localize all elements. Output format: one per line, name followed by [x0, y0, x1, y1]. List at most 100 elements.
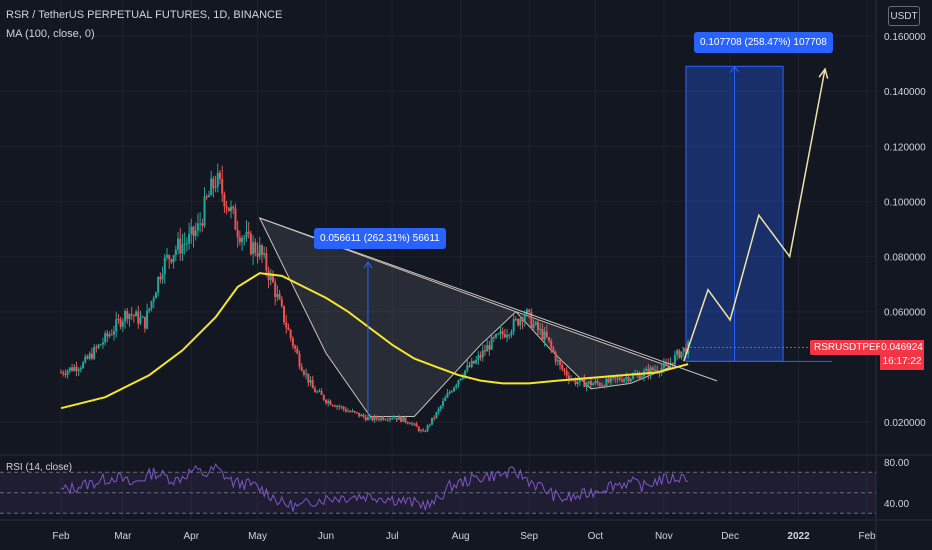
candle-body — [88, 353, 91, 359]
candle-body — [638, 374, 641, 380]
candle-body — [415, 423, 418, 427]
candle-body — [389, 418, 392, 420]
candle-body — [190, 226, 193, 234]
candle-body — [212, 178, 215, 188]
candle-body — [589, 381, 592, 386]
candle-body — [419, 430, 422, 432]
candle-body — [327, 400, 330, 404]
candle-body — [501, 331, 504, 335]
candle-body — [607, 378, 610, 383]
time-tick-label: Feb — [858, 531, 876, 542]
candle-body — [108, 334, 111, 337]
candle-body — [625, 377, 628, 379]
ma-indicator-label[interactable]: MA (100, close, 0) — [6, 28, 95, 40]
candle-body — [243, 237, 246, 239]
candle-body — [126, 310, 129, 320]
candle-body — [402, 417, 405, 422]
candle-body — [165, 255, 168, 258]
candle-body — [210, 178, 213, 196]
candle-body — [651, 367, 654, 371]
candle-body — [585, 383, 588, 388]
candle-body — [525, 309, 528, 314]
candle-body — [614, 377, 617, 379]
candle-body — [437, 408, 440, 413]
candle-body — [627, 377, 630, 382]
time-tick-label: Aug — [452, 531, 470, 542]
candle-body — [472, 360, 475, 364]
price-tick-label: 0.120000 — [884, 142, 926, 153]
candle-body — [320, 391, 323, 395]
candle-body — [574, 379, 577, 384]
candle-body — [492, 337, 495, 339]
candle-body — [358, 412, 361, 417]
candle-body — [252, 242, 255, 255]
candle-body — [605, 378, 608, 388]
candle-body — [263, 253, 266, 255]
candle-body — [382, 417, 385, 420]
candle-body — [539, 328, 542, 330]
candle-body — [461, 376, 464, 379]
candle-body — [130, 313, 133, 316]
time-tick-label: Jul — [386, 531, 399, 542]
candle-body — [594, 381, 597, 384]
candle-body — [300, 366, 303, 371]
candle-body — [565, 370, 568, 376]
candle-body — [64, 373, 67, 375]
candle-body — [355, 412, 358, 414]
candle-body — [426, 425, 429, 432]
candle-body — [93, 347, 96, 359]
candle-body — [649, 367, 652, 376]
time-tick-label: May — [248, 531, 267, 542]
candle-body — [159, 277, 162, 280]
candle-body — [576, 381, 579, 384]
candle-body — [417, 426, 420, 431]
candle-body — [678, 350, 681, 358]
candle-body — [684, 348, 687, 355]
candle-body — [453, 387, 456, 392]
candle-body — [121, 321, 124, 327]
candle-body — [172, 255, 175, 263]
candle-body — [459, 378, 462, 381]
candle-body — [665, 363, 668, 365]
candle-body — [201, 223, 204, 226]
candle-body — [442, 401, 445, 406]
candle-body — [669, 362, 672, 365]
candle-body — [497, 333, 500, 335]
candle-body — [271, 274, 274, 283]
candle-body — [623, 378, 626, 382]
candle-body — [583, 378, 586, 388]
candle-body — [536, 322, 539, 330]
time-tick-label: 2022 — [787, 531, 810, 542]
candle-body — [483, 350, 486, 352]
candle-body — [62, 372, 65, 374]
candle-body — [170, 259, 173, 263]
candle-body — [86, 356, 89, 359]
rsi-indicator-label[interactable]: RSI (14, close) — [6, 462, 73, 473]
candle-body — [563, 369, 566, 371]
candle-body — [342, 406, 345, 409]
time-tick-label: Jun — [318, 531, 334, 542]
candle-body — [254, 242, 257, 253]
candle-body — [245, 231, 248, 238]
candle-body — [71, 367, 74, 371]
symbol-title[interactable]: RSR / TetherUS PERPETUAL FUTURES, 1D, BI… — [6, 9, 283, 21]
time-tick-label: Feb — [52, 531, 70, 542]
candle-body — [265, 253, 268, 271]
candle-body — [366, 417, 369, 421]
candle-body — [302, 370, 305, 375]
ticker-badge: RSRUSDTPERP — [810, 340, 894, 355]
candle-body — [490, 337, 493, 350]
currency-button[interactable]: USDT — [888, 6, 920, 26]
candle-body — [322, 394, 325, 400]
candle-body — [662, 363, 665, 368]
candle-body — [550, 340, 553, 348]
candle-body — [267, 270, 270, 281]
candle-body — [143, 316, 146, 329]
rsi-tick-label: 80.00 — [884, 458, 909, 469]
candle-body — [373, 416, 376, 421]
candle-body — [287, 327, 290, 330]
candle-body — [344, 408, 347, 412]
candle-body — [227, 207, 230, 212]
candle-body — [110, 334, 113, 336]
